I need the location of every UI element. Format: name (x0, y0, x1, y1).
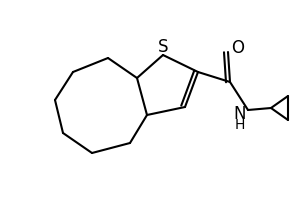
Text: O: O (232, 39, 244, 57)
Text: S: S (158, 38, 168, 56)
Text: H: H (235, 118, 245, 132)
Text: N: N (234, 105, 246, 123)
